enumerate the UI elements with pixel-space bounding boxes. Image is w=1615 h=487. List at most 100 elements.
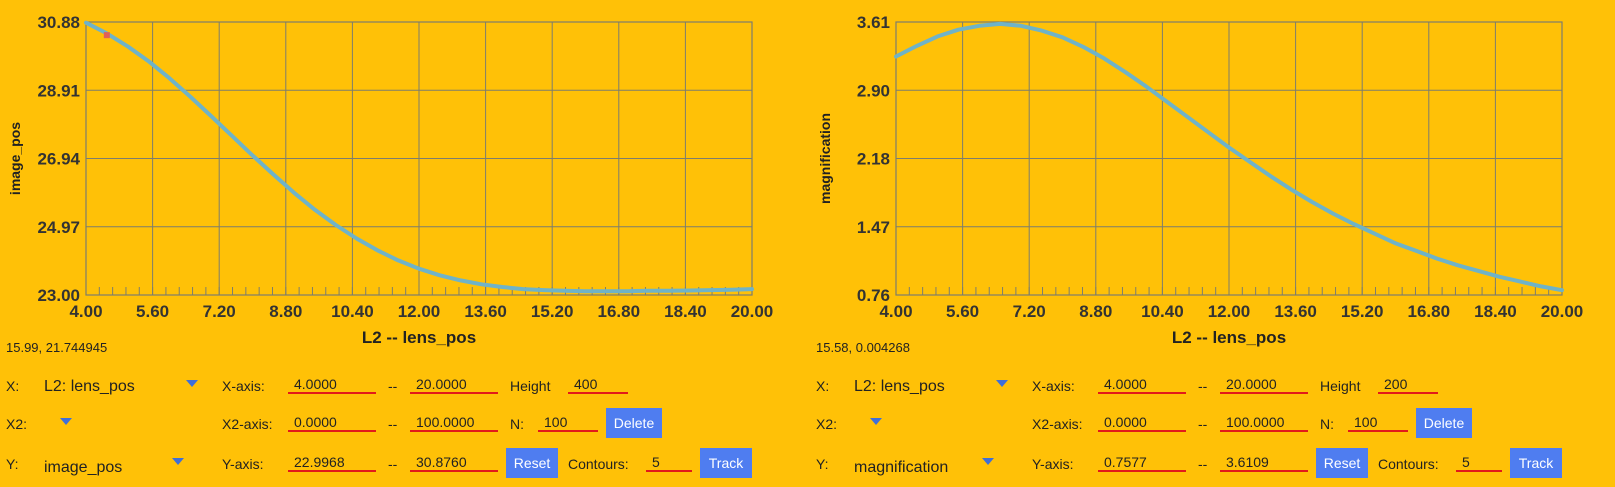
y-tick-label: 23.00 [37, 286, 80, 305]
track-button[interactable]: Track [700, 448, 752, 478]
current-point-marker [103, 32, 110, 39]
n-input[interactable]: 100 [538, 412, 598, 432]
x-control-row: X: L2: lens_pos X-axis: 4.0000 -- 20.000… [0, 370, 800, 400]
y-dropdown-icon[interactable] [982, 458, 994, 465]
x2-dropdown-icon[interactable] [60, 418, 72, 425]
y-axis-label: Y-axis: [1032, 456, 1074, 472]
x-axis-label: X-axis: [1032, 378, 1075, 394]
x-tick-label: 15.20 [1341, 302, 1384, 321]
reset-button[interactable]: Reset [1316, 448, 1368, 478]
x-tick-label: 13.60 [1274, 302, 1317, 321]
y-tick-label: 3.61 [857, 13, 890, 32]
y-tick-label: 2.18 [857, 150, 890, 169]
x-tick-label: 4.00 [69, 302, 102, 321]
x2-axis-max-input[interactable]: 100.0000 [410, 412, 498, 432]
x-tick-label: 8.80 [269, 302, 302, 321]
contours-input[interactable]: 5 [1456, 452, 1502, 472]
y-tick-label: 2.90 [857, 81, 890, 100]
x2-axis-label: X2-axis: [1032, 416, 1083, 432]
contours-input[interactable]: 5 [646, 452, 692, 472]
y-label: Y: [816, 456, 829, 472]
y-axis-label: Y-axis: [222, 456, 264, 472]
x-select[interactable]: L2: lens_pos [854, 378, 945, 395]
x-tick-label: 10.40 [331, 302, 374, 321]
x-axis-min-input[interactable]: 4.0000 [1098, 374, 1186, 394]
height-input[interactable]: 200 [1378, 374, 1438, 394]
contours-label: Contours: [1378, 456, 1439, 472]
x2-dropdown-icon[interactable] [870, 418, 882, 425]
range-dash: -- [388, 456, 398, 472]
x-tick-label: 12.00 [398, 302, 441, 321]
cursor-coords: 15.99, 21.744945 [6, 340, 108, 355]
x-tick-label: 10.40 [1141, 302, 1184, 321]
x-tick-label: 16.80 [598, 302, 641, 321]
x-tick-label: 8.80 [1079, 302, 1112, 321]
plot-panel-left: 4.00 5.60 7.20 8.80 10.40 12.00 13.60 15.20 16.8… [0, 0, 800, 487]
x-dropdown-icon[interactable] [996, 380, 1008, 387]
range-dash: -- [388, 378, 398, 394]
x2-label: X2: [6, 416, 28, 432]
y-control-row: Y: magnification Y-axis: 0.7577 -- 3.610… [810, 448, 1610, 478]
line-chart[interactable]: 4.00 5.60 7.20 8.80 10.40 12.00 13.60 15.20 16.8… [0, 0, 800, 360]
height-label: Height [1320, 378, 1361, 394]
x-tick-label: 20.00 [731, 302, 774, 321]
x-axis-label: L2 -- lens_pos [1172, 328, 1286, 347]
n-label: N: [510, 416, 524, 432]
y-axis-max-input[interactable]: 3.6109 [1220, 452, 1308, 472]
x-tick-label: 12.00 [1208, 302, 1251, 321]
x-dropdown-icon[interactable] [186, 380, 198, 387]
x-tick-label: 18.40 [664, 302, 707, 321]
contours-label: Contours: [568, 456, 629, 472]
x2-axis-min-input[interactable]: 0.0000 [1098, 412, 1186, 432]
x-axis-max-input[interactable]: 20.0000 [410, 374, 498, 394]
delete-button[interactable]: Delete [606, 408, 662, 438]
x2-axis-min-input[interactable]: 0.0000 [288, 412, 376, 432]
range-dash: -- [1198, 378, 1208, 394]
y-select[interactable]: image_pos [44, 459, 123, 476]
x2-axis-max-input[interactable]: 100.0000 [1220, 412, 1308, 432]
x-tick-label: 20.00 [1541, 302, 1584, 321]
x2-axis-label: X2-axis: [222, 416, 273, 432]
y-select[interactable]: magnification [854, 459, 949, 476]
y-axis-max-input[interactable]: 30.8760 [410, 452, 498, 472]
y-tick-label: 0.76 [857, 286, 890, 305]
x-tick-label: 16.80 [1408, 302, 1451, 321]
x-axis-min-input[interactable]: 4.0000 [288, 374, 376, 394]
x-tick-label: 7.20 [1013, 302, 1046, 321]
n-input[interactable]: 100 [1348, 412, 1408, 432]
plot-panel-right: 4.00 5.60 7.20 8.80 10.40 12.00 13.60 15.20 16.8… [810, 0, 1610, 487]
track-button[interactable]: Track [1510, 448, 1562, 478]
y-axis-min-input[interactable]: 0.7577 [1098, 452, 1186, 472]
x-tick-label: 18.40 [1474, 302, 1517, 321]
x-axis-max-input[interactable]: 20.0000 [1220, 374, 1308, 394]
y-dropdown-icon[interactable] [172, 458, 184, 465]
x2-control-row: X2: X2-axis: 0.0000 -- 100.0000 N: 100 D… [810, 408, 1610, 438]
height-input[interactable]: 400 [568, 374, 628, 394]
y-axis-label: image_pos [7, 122, 23, 195]
y-axis-label: magnification [817, 113, 833, 204]
delete-button[interactable]: Delete [1416, 408, 1472, 438]
y-label: Y: [6, 456, 19, 472]
x-control-row: X: L2: lens_pos X-axis: 4.0000 -- 20.000… [810, 370, 1610, 400]
x-tick-label: 5.60 [946, 302, 979, 321]
reset-button[interactable]: Reset [506, 448, 558, 478]
x-axis-label: L2 -- lens_pos [362, 328, 476, 347]
series-line [894, 21, 1564, 293]
x-tick-label: 4.00 [879, 302, 912, 321]
x-tick-label: 5.60 [136, 302, 169, 321]
range-dash: -- [1198, 416, 1208, 432]
y-tick-label: 26.94 [37, 150, 80, 169]
y-tick-label: 24.97 [37, 218, 80, 237]
x-tick-label: 15.20 [531, 302, 574, 321]
x-label: X: [816, 378, 830, 394]
x-axis-label: X-axis: [222, 378, 265, 394]
x-select[interactable]: L2: lens_pos [44, 378, 135, 395]
y-tick-label: 1.47 [857, 218, 890, 237]
x-label: X: [6, 378, 20, 394]
line-chart[interactable]: 4.00 5.60 7.20 8.80 10.40 12.00 13.60 15.20 16.8… [810, 0, 1610, 360]
y-tick-label: 30.88 [37, 13, 80, 32]
y-axis-min-input[interactable]: 22.9968 [288, 452, 376, 472]
n-label: N: [1320, 416, 1334, 432]
y-control-row: Y: image_pos Y-axis: 22.9968 -- 30.8760 … [0, 448, 800, 478]
x-tick-label: 7.20 [203, 302, 236, 321]
